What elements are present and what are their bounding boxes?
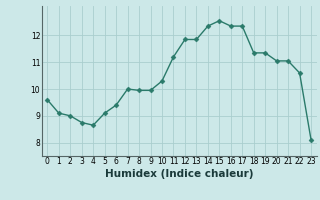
X-axis label: Humidex (Indice chaleur): Humidex (Indice chaleur) [105,169,253,179]
